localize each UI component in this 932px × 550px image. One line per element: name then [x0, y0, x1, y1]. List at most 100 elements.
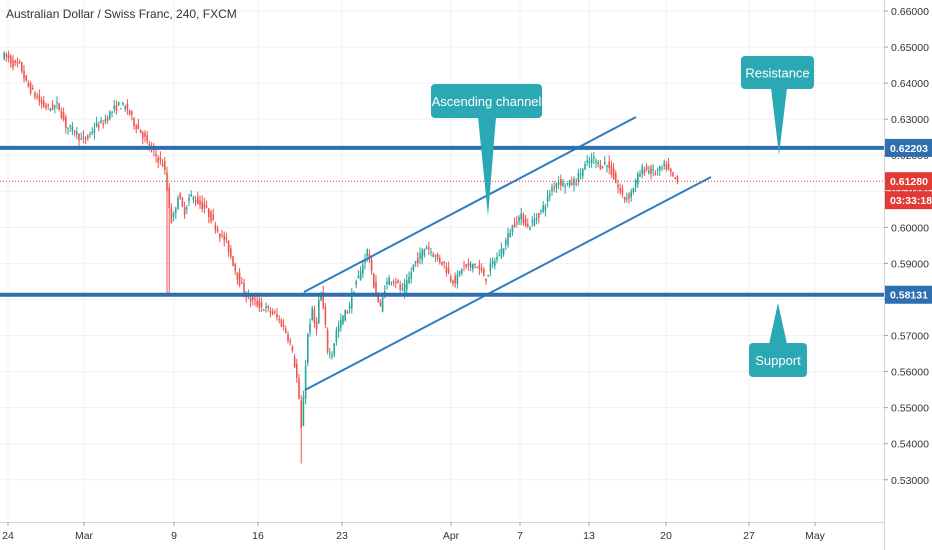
- candle-body: [518, 217, 520, 222]
- candle-body: [164, 161, 166, 171]
- candle-body: [667, 163, 670, 170]
- price-tick-label: 0.56000: [891, 367, 929, 379]
- support-callout[interactable]: Support: [749, 303, 807, 377]
- candle-body: [676, 176, 679, 181]
- candle-body: [210, 210, 212, 222]
- callout-pointer: [769, 303, 787, 344]
- candle-body: [364, 259, 366, 264]
- candle-body: [432, 254, 434, 258]
- candle-body: [401, 288, 404, 290]
- candle-body: [595, 160, 597, 163]
- candle-body: [179, 193, 181, 199]
- candle-body: [516, 221, 518, 224]
- candle-body: [494, 261, 496, 267]
- candle-body: [500, 248, 503, 258]
- candle-body: [509, 232, 511, 238]
- candle-body: [177, 197, 179, 210]
- last-price-tag[interactable]: 0.61280: [885, 172, 932, 191]
- candle-body: [546, 195, 549, 202]
- candle-body: [170, 206, 173, 223]
- candle-body: [285, 328, 287, 333]
- candle-body: [254, 298, 256, 300]
- candle-body: [280, 319, 283, 327]
- price-axis[interactable]: 0.530000.540000.550000.560000.570000.580…: [884, 0, 932, 550]
- candle-body: [12, 59, 14, 68]
- candle-body: [582, 168, 584, 177]
- candle-body: [340, 319, 342, 328]
- candle-body: [93, 128, 96, 134]
- candle-body: [656, 169, 659, 171]
- time-tick-label: 16: [252, 530, 264, 542]
- candle-body: [672, 172, 674, 177]
- candle-body: [480, 268, 483, 271]
- candle-body: [458, 271, 461, 275]
- support-price-tag-box: [885, 285, 932, 304]
- candle-body: [45, 104, 47, 108]
- candle-body: [639, 173, 641, 177]
- candle-body: [388, 277, 390, 286]
- candle-body: [137, 125, 140, 129]
- candle-body: [573, 179, 575, 186]
- candle-body: [205, 206, 208, 208]
- candle-body: [601, 166, 604, 168]
- candle-body: [357, 275, 360, 279]
- candle-body: [258, 300, 261, 308]
- resistance-price-tag[interactable]: 0.62203: [885, 138, 932, 157]
- candle-body: [219, 233, 221, 238]
- candle-body: [274, 311, 276, 313]
- time-tick-label: 7: [517, 530, 523, 542]
- time-tick-label: May: [805, 530, 826, 542]
- candle-body: [144, 132, 146, 137]
- time-axis[interactable]: 24 Mar 9 16 23 Apr 7 13 20 27 May: [0, 522, 884, 550]
- countdown-tag[interactable]: 03:33:18: [885, 191, 932, 210]
- candle-body: [238, 273, 241, 286]
- candle-body: [300, 400, 302, 428]
- candle-body: [329, 353, 331, 355]
- candle-body: [135, 125, 137, 130]
- candle-body: [223, 235, 225, 241]
- candle-body: [399, 284, 401, 290]
- price-tick-label: 0.66000: [891, 6, 929, 18]
- candle-body: [212, 214, 214, 220]
- candle-body: [604, 161, 606, 164]
- candle-body: [304, 365, 307, 399]
- candle-body: [71, 125, 74, 131]
- countdown-tag-box: [885, 191, 932, 210]
- candle-body: [593, 156, 595, 159]
- candle-body: [505, 240, 507, 245]
- candle-body: [267, 306, 269, 308]
- candle-body: [384, 291, 386, 294]
- channel-lower-line[interactable]: [304, 176, 712, 391]
- candle-body: [564, 186, 566, 188]
- candle-body: [331, 355, 333, 357]
- support-price-tag[interactable]: 0.58131: [885, 285, 932, 304]
- candle-body: [654, 173, 657, 175]
- candle-body: [60, 111, 63, 118]
- candle-body: [241, 282, 243, 284]
- candle-body: [397, 279, 399, 283]
- candle-body: [117, 101, 120, 106]
- candle-body: [133, 118, 135, 126]
- candles: [3, 50, 679, 464]
- price-tick-label: 0.59000: [891, 258, 929, 270]
- candle-body: [307, 334, 309, 363]
- time-tick-label: 24: [2, 530, 14, 542]
- candle-body: [201, 201, 203, 210]
- time-tick-label: Mar: [75, 530, 94, 542]
- candle-body: [370, 259, 373, 272]
- candle-body: [29, 83, 32, 93]
- resistance-callout[interactable]: Resistance: [741, 56, 814, 155]
- candle-body: [256, 300, 258, 306]
- candle-body: [40, 100, 43, 105]
- candle-body: [87, 135, 89, 139]
- candle-body: [443, 261, 445, 263]
- horizontal-levels[interactable]: [0, 145, 884, 297]
- candle-body: [203, 203, 206, 209]
- callouts[interactable]: Ascending channel Resistance Support: [431, 56, 814, 377]
- candle-body: [120, 108, 122, 110]
- candle-body: [27, 82, 30, 87]
- ascending-channel-callout[interactable]: Ascending channel: [431, 84, 542, 216]
- time-tick-label: 9: [171, 530, 177, 542]
- candle-body: [139, 129, 142, 134]
